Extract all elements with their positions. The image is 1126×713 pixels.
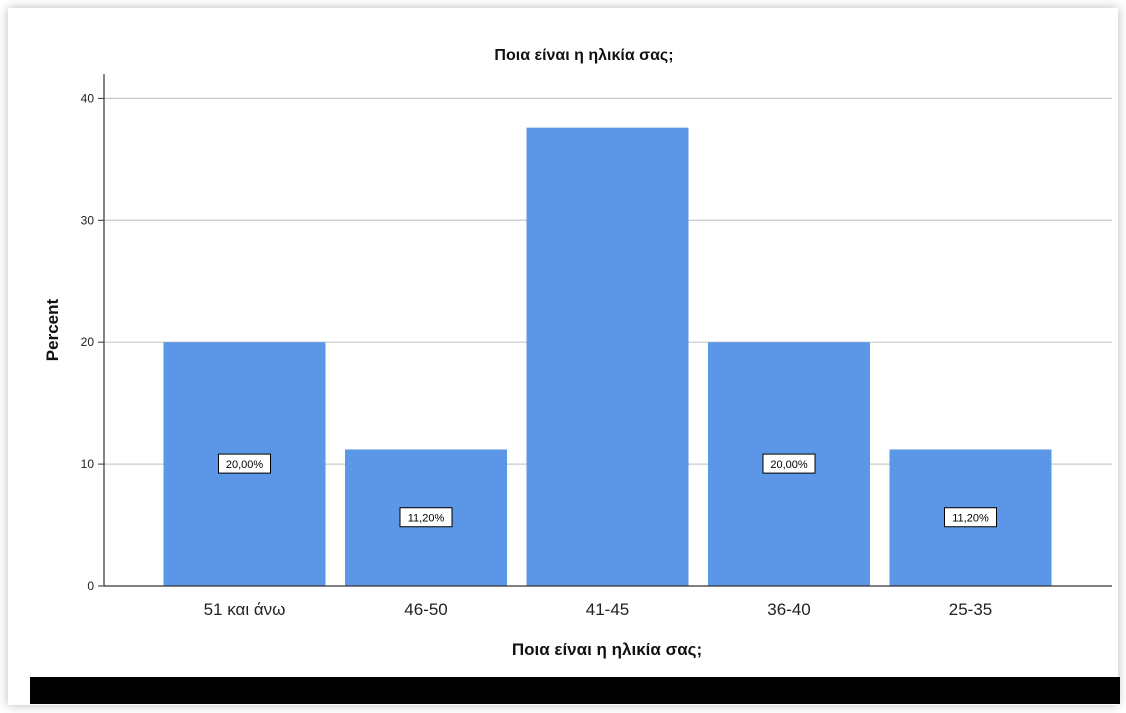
data-label: 20,00%	[226, 459, 264, 471]
chart-title: Ποια είναι η ηλικία σας;	[494, 47, 673, 64]
y-tick-label: 30	[81, 213, 95, 227]
x-tick-label: 46-50	[404, 600, 447, 619]
y-axis: 0 10 20 30 40	[81, 74, 105, 593]
y-tick-label: 20	[81, 335, 95, 349]
data-label-box	[218, 453, 271, 474]
y-tick-label: 40	[81, 91, 95, 105]
x-tick-label: 51 και άνω	[204, 600, 286, 619]
bottom-black-bar	[30, 677, 1120, 704]
data-label-box	[399, 507, 453, 528]
data-labels: 20,00% 11,20% 20,00% 11,20%	[218, 453, 997, 528]
data-label-box	[762, 453, 816, 474]
x-axis: 51 και άνω 46-50 41-45 36-40 25-35	[104, 585, 1112, 619]
data-label-box	[944, 507, 997, 528]
x-axis-title: Ποια είναι η ηλικία σας;	[512, 640, 702, 659]
x-tick-label: 36-40	[767, 600, 810, 619]
data-label: 11,20%	[408, 513, 445, 525]
data-label: 11,20%	[952, 513, 989, 525]
y-tick-label: 0	[87, 579, 94, 593]
y-tick-label: 10	[81, 457, 95, 471]
bars	[163, 127, 1052, 586]
y-axis-title: Percent	[43, 298, 62, 361]
x-tick-label: 41-45	[586, 600, 629, 619]
bar	[526, 127, 689, 586]
x-tick-label: 25-35	[949, 600, 992, 619]
data-label: 20,00%	[770, 459, 808, 471]
